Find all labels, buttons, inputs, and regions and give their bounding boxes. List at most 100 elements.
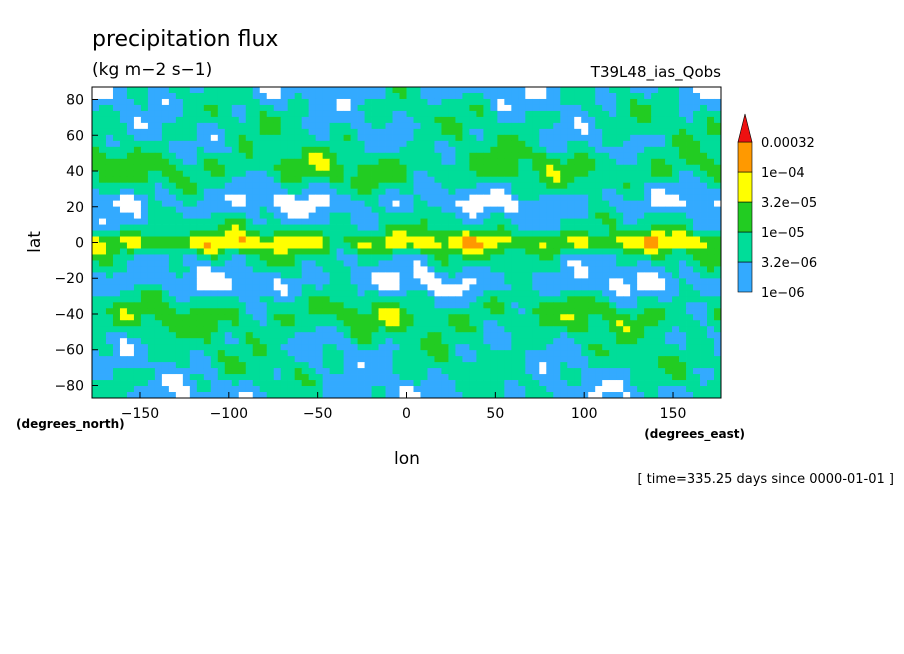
field-cell (238, 344, 247, 351)
field-cell (315, 206, 324, 213)
field-cell (210, 296, 219, 303)
field-cell (441, 188, 449, 196)
field-cell (406, 332, 414, 339)
field-cell (112, 128, 121, 136)
field-cell (490, 374, 498, 381)
field-cell (294, 110, 303, 118)
field-cell (581, 92, 589, 100)
field-cell (490, 128, 498, 136)
field-cell (315, 338, 324, 345)
field-cell (280, 356, 289, 363)
field-cell (308, 230, 317, 237)
field-cell (168, 314, 177, 321)
field-cell (252, 194, 261, 202)
field-cell (98, 368, 107, 375)
field-cell (133, 296, 142, 303)
field-cell (490, 230, 498, 237)
field-cell (399, 158, 407, 166)
field-cell (147, 212, 156, 219)
field-cell (98, 92, 107, 100)
chart-title: precipitation flux (92, 27, 278, 52)
field-cell (266, 146, 275, 154)
field-cell (175, 212, 184, 219)
field-cell (238, 356, 247, 363)
field-cell (315, 344, 324, 351)
field-cell (301, 230, 310, 237)
field-cell (301, 152, 310, 160)
field-cell (133, 374, 142, 381)
field-cell (693, 176, 701, 184)
field-cell (224, 380, 233, 387)
field-cell (546, 338, 554, 345)
field-cell (147, 260, 156, 267)
field-cell (630, 320, 638, 327)
field-cell (574, 290, 582, 297)
field-cell (609, 182, 617, 190)
field-cell (273, 356, 282, 363)
field-cell (700, 146, 708, 154)
field-cell (658, 128, 666, 136)
field-cell (154, 248, 163, 255)
field-cell (322, 302, 331, 309)
field-cell (581, 308, 589, 315)
field-cell (455, 87, 463, 94)
field-cell (378, 92, 386, 100)
field-cell (546, 200, 554, 208)
field-cell (427, 188, 435, 196)
field-cell (504, 87, 512, 94)
field-cell (679, 146, 687, 154)
field-cell (357, 290, 365, 297)
field-cell (147, 266, 156, 273)
field-cell (504, 200, 512, 208)
field-cell (280, 242, 289, 249)
y-axis-label: lat (25, 231, 45, 253)
field-cell (455, 134, 463, 142)
field-cell (357, 320, 365, 327)
field-cell (560, 236, 568, 243)
field-cell (686, 368, 694, 375)
field-cell (504, 158, 512, 166)
field-cell (420, 260, 428, 267)
field-cell (224, 104, 233, 112)
field-cell (399, 248, 407, 255)
field-cell (259, 92, 268, 100)
field-cell (301, 242, 310, 249)
field-cell (588, 230, 596, 237)
field-cell (679, 134, 687, 142)
field-cell (98, 224, 107, 231)
field-cell (686, 314, 694, 321)
field-cell (308, 87, 317, 94)
field-cell (497, 386, 505, 393)
field-cell (602, 116, 610, 124)
field-cell (329, 236, 338, 243)
field-cell (532, 362, 540, 369)
field-cell (546, 290, 554, 297)
field-cell (686, 224, 694, 231)
field-cell (154, 176, 163, 184)
field-cell (210, 350, 219, 357)
y-tick-label: 80 (66, 93, 84, 109)
field-cell (714, 206, 722, 213)
field-cell (98, 218, 107, 225)
field-cell (119, 338, 128, 345)
field-cell (378, 110, 386, 118)
field-cell (511, 236, 519, 243)
field-cell (217, 224, 226, 231)
field-cell (266, 116, 275, 124)
field-cell (182, 182, 191, 190)
field-cell (434, 152, 442, 160)
field-cell (707, 308, 715, 315)
field-cell (469, 110, 477, 118)
field-cell (707, 194, 715, 202)
field-cell (329, 98, 338, 106)
field-cell (518, 122, 526, 130)
field-cell (630, 140, 638, 148)
field-cell (119, 326, 128, 333)
field-cell (434, 368, 442, 375)
field-cell (434, 338, 442, 345)
field-cell (434, 158, 442, 166)
field-cell (385, 104, 393, 112)
field-cell (441, 302, 449, 309)
field-cell (497, 158, 505, 166)
field-cell (455, 158, 463, 166)
